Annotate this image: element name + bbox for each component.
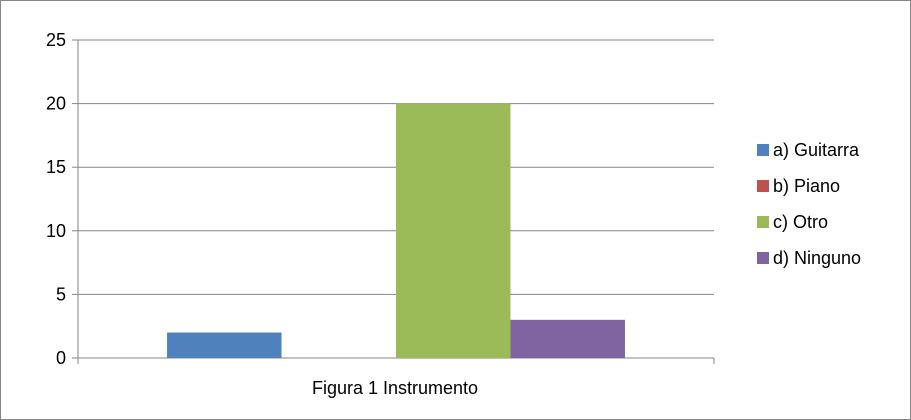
legend-label-2: b) Piano	[773, 176, 840, 196]
axes	[72, 39, 715, 364]
bar-1	[167, 332, 282, 358]
bar-4	[510, 319, 625, 358]
bars	[167, 103, 625, 358]
y-tick-label-25: 25	[46, 30, 66, 50]
bar-3	[396, 103, 511, 358]
legend-label-4: d) Ninguno	[773, 248, 861, 268]
y-tick-labels: 0 5 10 15 20 25	[46, 30, 66, 368]
legend-swatch-2	[757, 180, 769, 192]
legend: a) Guitarra b) Piano c) Otro d) Ninguno	[757, 140, 861, 268]
x-axis-label: Figura 1 Instrumento	[312, 378, 478, 398]
y-tick-label-20: 20	[46, 94, 66, 114]
y-tick-label-5: 5	[56, 284, 66, 304]
legend-label-1: a) Guitarra	[773, 140, 860, 160]
y-tick-label-10: 10	[46, 221, 66, 241]
y-tick-label-15: 15	[46, 157, 66, 177]
legend-swatch-4	[757, 252, 769, 264]
legend-swatch-3	[757, 216, 769, 228]
legend-swatch-1	[757, 144, 769, 156]
legend-label-3: c) Otro	[773, 212, 828, 232]
y-tick-label-0: 0	[56, 348, 66, 368]
